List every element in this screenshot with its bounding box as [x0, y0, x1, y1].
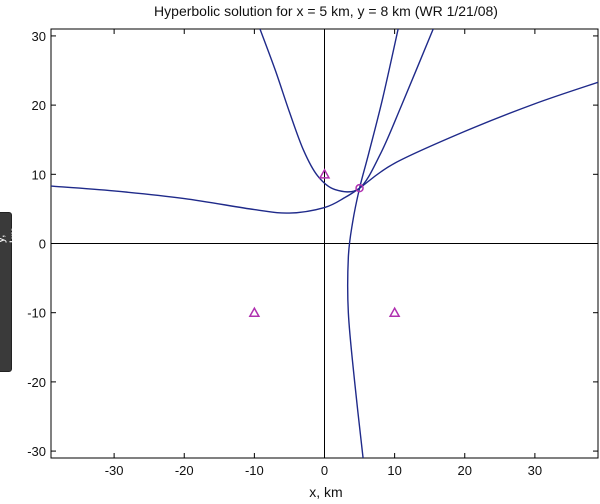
x-tick-label: -30 — [105, 463, 124, 478]
chart-title: Hyperbolic solution for x = 5 km, y = 8 … — [154, 3, 498, 19]
x-tick-label: -10 — [245, 463, 264, 478]
y-tick-label: 10 — [32, 167, 46, 182]
y-tick-label: -20 — [27, 375, 46, 390]
x-tick-label: 20 — [458, 463, 472, 478]
x-axis-label: x, km — [309, 484, 342, 500]
y-tick-label: 0 — [39, 237, 46, 252]
solution-point-marker — [355, 183, 364, 193]
y-tick-label: -30 — [27, 444, 46, 459]
y-tick-label: 20 — [32, 98, 46, 113]
y-tick-label: 30 — [32, 29, 46, 44]
y-tick-label: -10 — [27, 306, 46, 321]
station-marker-3 — [388, 306, 401, 318]
x-tick-label: -20 — [175, 463, 194, 478]
station-marker-2 — [248, 306, 261, 318]
plot-area: -30 -20 -10 0 10 20 30 -30 -20 -10 0 10 20 30 — [27, 28, 599, 478]
x-tick-label: 30 — [528, 463, 542, 478]
y-axis-label-tab: y, km — [0, 212, 21, 372]
hyperbola-branch-3 — [346, 29, 399, 458]
station-marker-1 — [318, 168, 331, 179]
hyperbola-branch-1 — [51, 81, 598, 214]
x-tick-label: 10 — [387, 463, 401, 478]
hyperbola-branch-2 — [259, 29, 434, 193]
x-tick-label: 0 — [321, 463, 328, 478]
